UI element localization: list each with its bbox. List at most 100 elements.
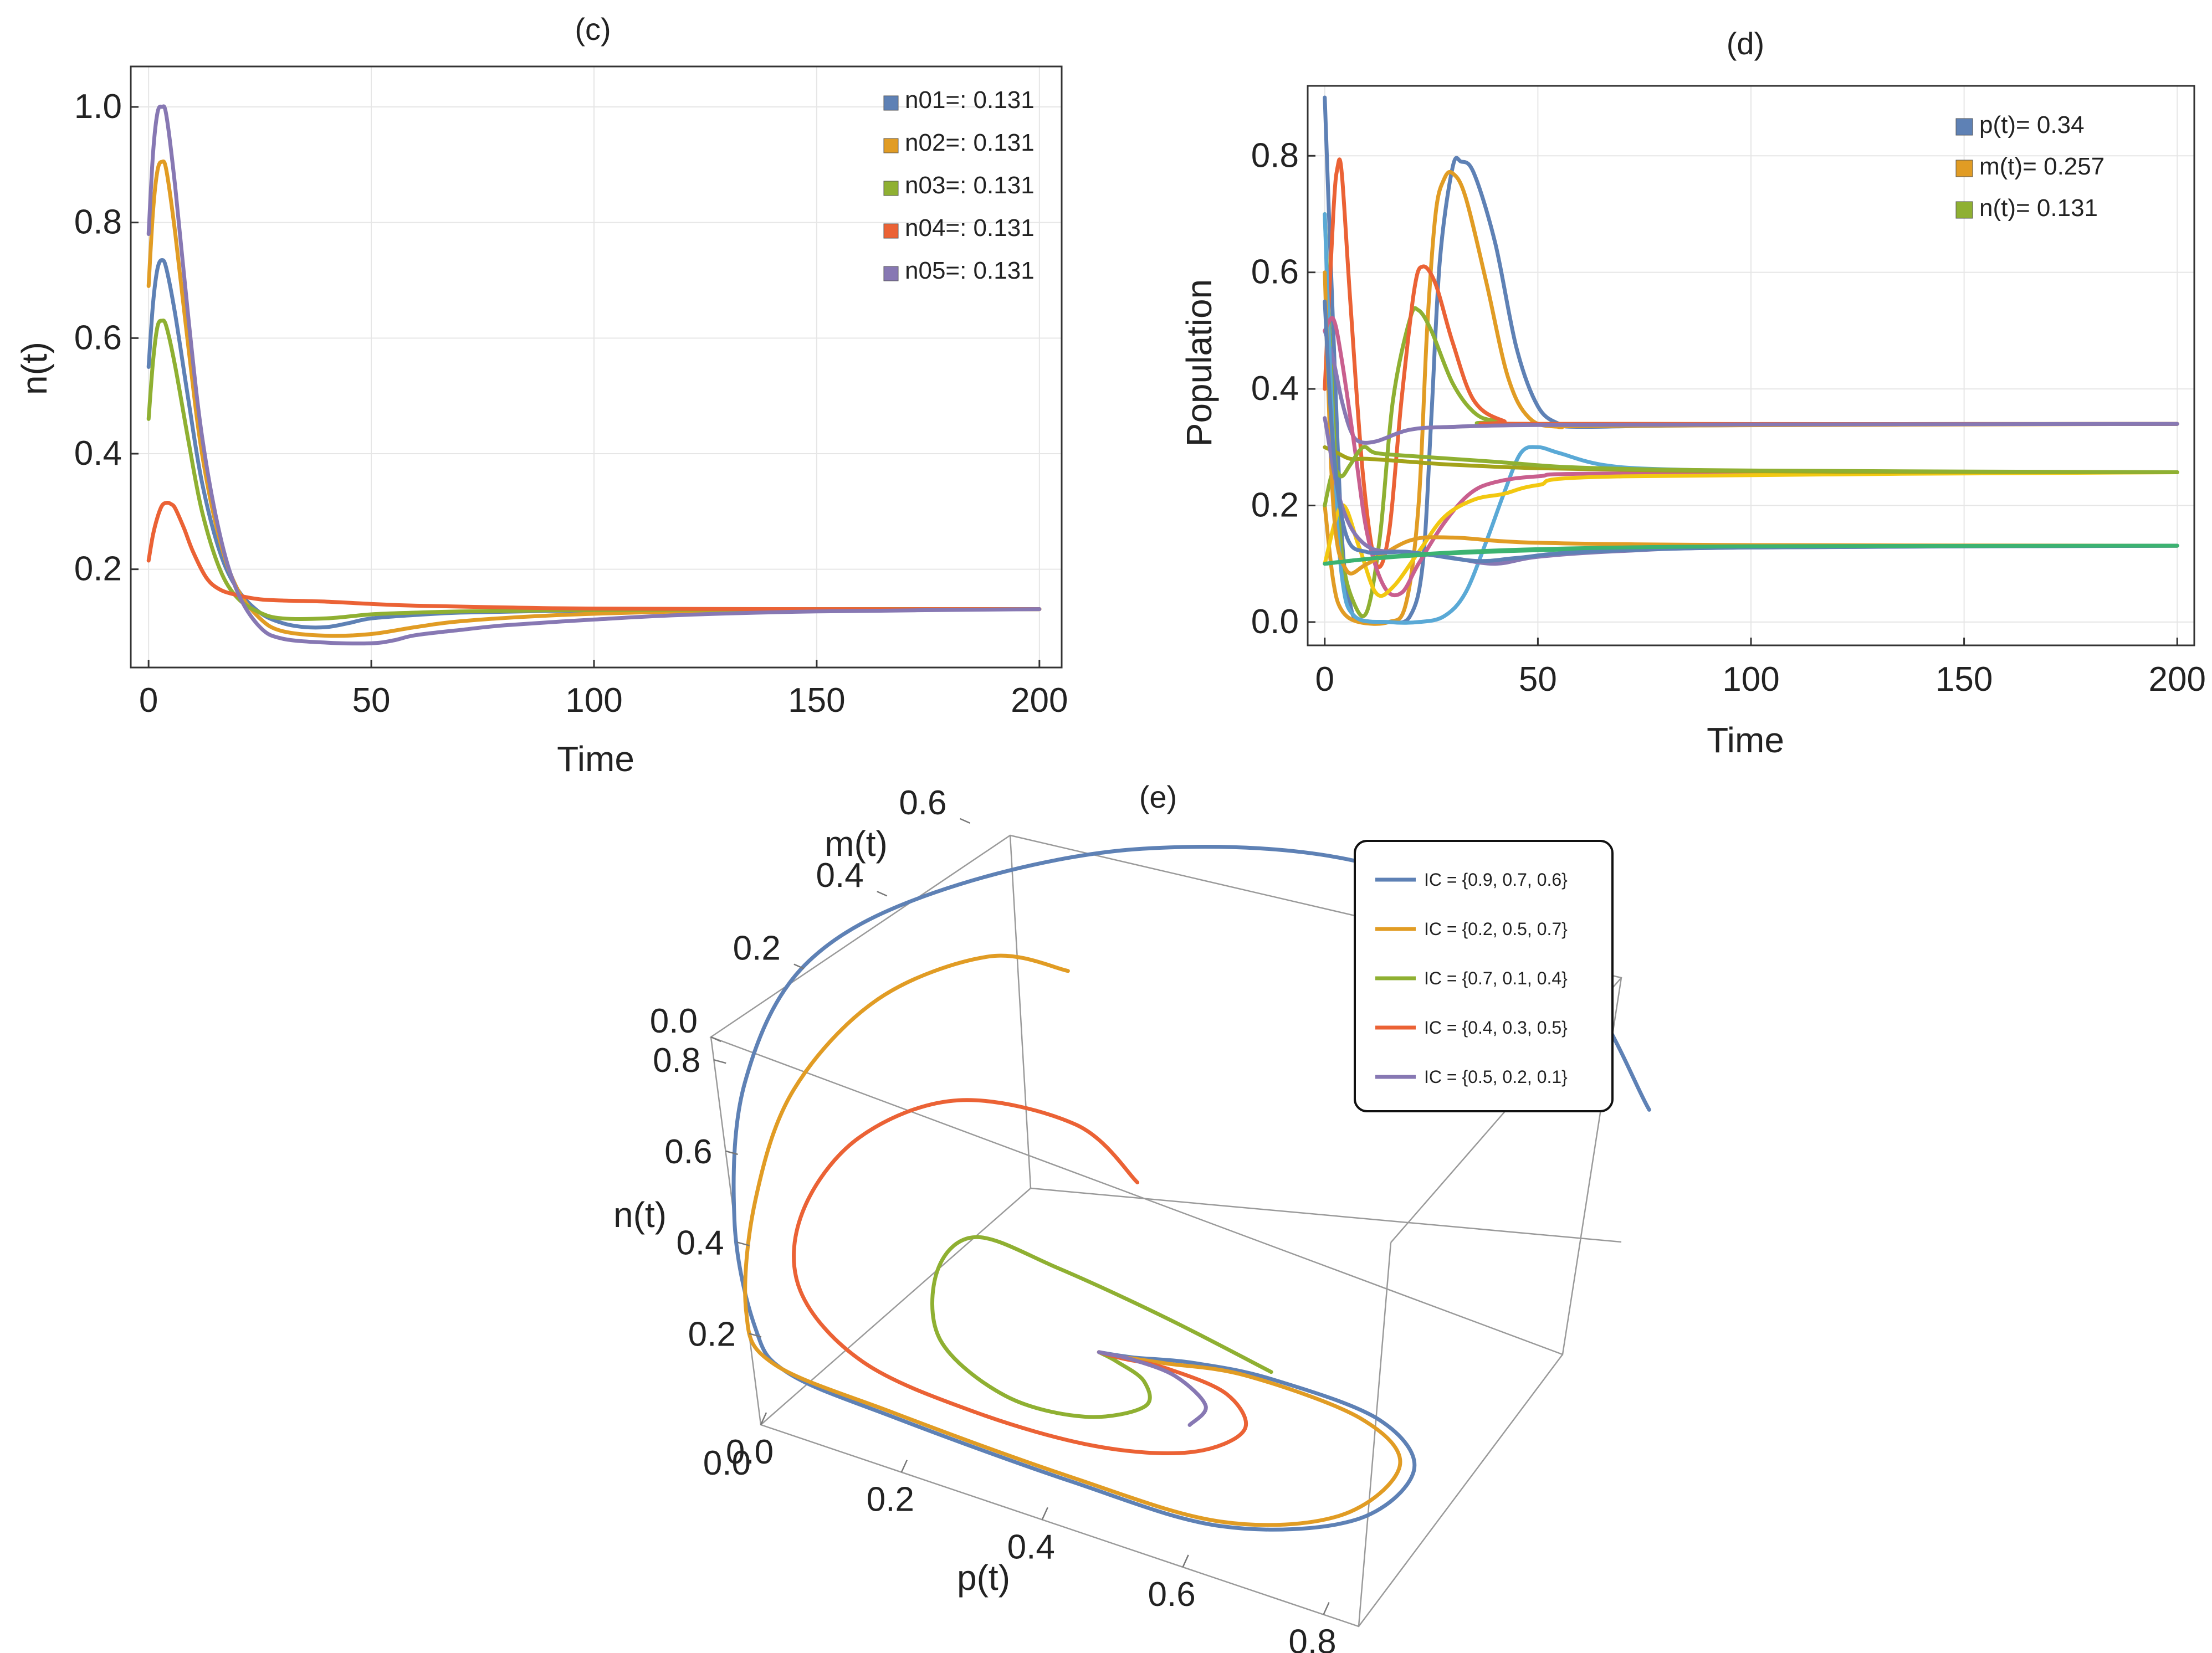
chart-panel-c: (c) 0 50 100 150 200 0.2 0.4 0.6 0.8 1.0 Time n(t… xyxy=(14,12,1068,779)
chart-c-legend-label: n03=: 0.131 xyxy=(905,172,1035,199)
chart-e-mlabel: m(t) xyxy=(825,824,888,864)
chart-d-series-line xyxy=(1323,328,2179,445)
chart-e-ptick-mark xyxy=(760,1412,767,1425)
chart-e-ntick-label: 0.8 xyxy=(653,1041,700,1080)
chart-c-legend-swatch xyxy=(883,181,899,196)
chart-d-ytick-label: 0.0 xyxy=(1251,603,1299,641)
chart-d-series-line xyxy=(1323,157,2179,569)
chart-e-trajectory xyxy=(731,845,1651,1532)
chart-c-ytick-label: 1.0 xyxy=(74,88,122,126)
chart-c-legend-swatch xyxy=(883,138,899,153)
chart-d-legend-label: m(t)= 0.257 xyxy=(1979,153,2105,180)
chart-d-ticks: 0 50 100 150 200 0.0 0.2 0.4 0.6 0.8 xyxy=(1251,136,2206,699)
chart-panel-e: (e) 0.00.20.40.60.80.00.20.40.60.20.40.6… xyxy=(613,779,1651,1653)
chart-e-ntick-mark xyxy=(713,1059,726,1064)
chart-e-ptick-mark xyxy=(1323,1602,1330,1615)
chart-e-ntick-mark xyxy=(737,1241,750,1246)
chart-e-plabel: p(t) xyxy=(957,1558,1010,1598)
chart-d-legend-label: n(t)= 0.131 xyxy=(1979,194,2098,222)
chart-e-mtick-label: 0.6 xyxy=(899,784,946,822)
chart-panel-d: (d) 0 50 100 150 200 0.0 0.2 0.4 0.6 0.8 Time Pop… xyxy=(1179,26,2206,760)
chart-c-legend-label: n02=: 0.131 xyxy=(905,129,1035,156)
chart-c-xtick-label: 0 xyxy=(139,681,158,720)
chart-e-ptick-label: 0.8 xyxy=(1288,1623,1336,1653)
chart-e-ntick-label: 0.2 xyxy=(688,1315,736,1353)
chart-e-ptick-label: 0.0 xyxy=(726,1433,774,1471)
chart-d-series-line xyxy=(1323,543,2179,566)
chart-e-ntick-label: 0.4 xyxy=(676,1224,724,1262)
chart-d-ytick-label: 0.6 xyxy=(1251,253,1299,291)
chart-e-ntick-mark xyxy=(725,1150,738,1156)
chart-e-mtick-mark xyxy=(710,1036,721,1043)
chart-c-legend-swatch xyxy=(883,266,899,281)
chart-d-series-line xyxy=(1323,445,2179,507)
chart-c-xtick-label: 100 xyxy=(565,681,622,720)
chart-c-ticks: 0 50 100 150 200 0.2 0.4 0.6 0.8 1.0 xyxy=(74,88,1068,720)
chart-e-ptick-label: 0.4 xyxy=(1007,1528,1055,1566)
chart-e-legend-label: IC = {0.5, 0.2, 0.1} xyxy=(1424,1067,1568,1087)
chart-e-title: (e) xyxy=(1139,779,1177,814)
chart-d-ytick-label: 0.2 xyxy=(1251,486,1299,525)
chart-c-ytick-label: 0.2 xyxy=(74,550,122,588)
chart-c-grid xyxy=(131,66,1062,668)
chart-c-legend-label: n01=: 0.131 xyxy=(905,86,1035,114)
chart-c-legend-label: n04=: 0.131 xyxy=(905,214,1035,242)
chart-d-series-line xyxy=(1323,470,2179,598)
chart-d-ytick-label: 0.4 xyxy=(1251,369,1299,408)
chart-c-ylabel: n(t) xyxy=(14,342,54,395)
chart-d-xtick-label: 50 xyxy=(1519,660,1557,699)
chart-e-origin-label: 0.0 xyxy=(703,1444,751,1482)
chart-c-series-line xyxy=(146,104,1042,646)
chart-e-mtick-label: 0.0 xyxy=(650,1002,698,1040)
chart-d-xtick-label: 150 xyxy=(1936,660,1993,699)
chart-e-series-group xyxy=(731,845,1651,1532)
chart-c-title: (c) xyxy=(575,12,611,47)
chart-e-ptick-mark xyxy=(900,1460,908,1473)
chart-d-xtick-label: 100 xyxy=(1722,660,1779,699)
chart-d-legend: p(t)= 0.34 m(t)= 0.257 n(t)= 0.131 xyxy=(1955,111,2105,222)
chart-e-mtick-mark xyxy=(793,963,805,969)
chart-e-mtick-label: 0.2 xyxy=(733,930,781,968)
chart-c-frame xyxy=(130,65,1063,669)
chart-e-mtick-mark xyxy=(877,891,888,897)
chart-e-legend: IC = {0.9, 0.7, 0.6} IC = {0.2, 0.5, 0.7}… xyxy=(1354,840,1614,1112)
chart-e-ptick-mark xyxy=(1182,1554,1189,1568)
chart-e-ptick-mark xyxy=(1041,1507,1048,1520)
chart-c-legend: n01=: 0.131 n02=: 0.131 n03=: 0.131 n04=: 0… xyxy=(883,86,1035,284)
chart-c-xtick-label: 200 xyxy=(1011,681,1068,720)
chart-e-trajectory xyxy=(1097,1350,1208,1427)
chart-c-ytick-label: 0.6 xyxy=(74,319,122,357)
chart-c-ytick-label: 0.4 xyxy=(74,434,122,473)
chart-e-ntick-label: 0.6 xyxy=(664,1133,712,1171)
chart-d-xtick-label: 200 xyxy=(2149,660,2206,699)
chart-d-title: (d) xyxy=(1727,26,1764,61)
chart-e-legend-label: IC = {0.4, 0.3, 0.5} xyxy=(1424,1018,1568,1038)
chart-c-xlabel: Time xyxy=(557,739,634,779)
chart-e-legend-label: IC = {0.9, 0.7, 0.6} xyxy=(1424,870,1568,890)
chart-e-ntick-mark xyxy=(749,1333,762,1338)
chart-c-xtick-label: 150 xyxy=(788,681,845,720)
chart-c-legend-swatch xyxy=(883,223,899,239)
chart-d-xlabel: Time xyxy=(1707,720,1784,760)
chart-c-legend-label: n05=: 0.131 xyxy=(905,257,1035,284)
chart-d-series-group xyxy=(1323,95,2179,626)
chart-d-legend-swatch xyxy=(1955,118,1973,136)
chart-e-ticks: 0.00.20.40.60.80.00.20.40.60.20.40.60.80… xyxy=(650,784,1337,1653)
chart-c-ytick-label: 0.8 xyxy=(74,203,122,242)
chart-d-ylabel: Population xyxy=(1179,279,1219,446)
chart-d-ytick-label: 0.8 xyxy=(1251,136,1299,174)
chart-e-mtick-mark xyxy=(960,818,971,824)
chart-e-ptick-label: 0.6 xyxy=(1148,1575,1196,1614)
chart-c-xtick-label: 50 xyxy=(352,681,391,720)
chart-d-xtick-label: 0 xyxy=(1315,660,1334,699)
chart-e-trajectory xyxy=(743,953,1402,1527)
chart-c-series-group xyxy=(146,104,1042,646)
chart-e-trajectory xyxy=(792,1098,1248,1455)
chart-c-legend-swatch xyxy=(883,95,899,111)
chart-d-legend-swatch xyxy=(1955,160,1973,177)
chart-e-legend-label: IC = {0.7, 0.1, 0.4} xyxy=(1424,968,1568,988)
chart-e-mtick-label: 0.4 xyxy=(816,856,863,895)
chart-d-legend-swatch xyxy=(1955,201,1973,219)
chart-e-ptick-label: 0.2 xyxy=(867,1481,914,1519)
chart-e-nlabel: n(t) xyxy=(613,1195,667,1235)
